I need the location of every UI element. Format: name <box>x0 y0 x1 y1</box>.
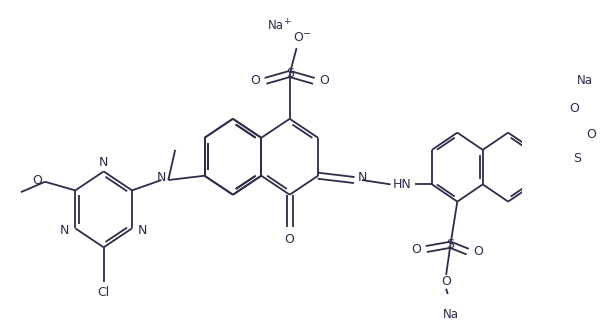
Text: O: O <box>586 128 597 141</box>
Text: O: O <box>250 74 260 87</box>
Text: N: N <box>60 224 70 238</box>
Text: −: − <box>303 29 311 39</box>
Text: Na: Na <box>267 19 283 32</box>
Text: O: O <box>319 74 329 87</box>
Text: Na: Na <box>577 74 594 87</box>
Text: O: O <box>33 173 42 187</box>
Text: O: O <box>569 102 579 115</box>
Text: O: O <box>411 242 421 256</box>
Text: O: O <box>285 233 295 246</box>
Text: Na: Na <box>442 308 459 321</box>
Text: N: N <box>99 156 108 169</box>
Text: O: O <box>293 31 303 44</box>
Text: O: O <box>473 245 483 258</box>
Text: HN: HN <box>393 178 412 191</box>
Text: S: S <box>446 238 454 251</box>
Text: +: + <box>283 17 290 26</box>
Text: S: S <box>573 152 581 165</box>
Text: O: O <box>441 275 451 288</box>
Text: Cl: Cl <box>97 286 110 299</box>
Text: S: S <box>286 67 293 81</box>
Text: N: N <box>157 171 166 184</box>
Text: N: N <box>358 171 367 184</box>
Text: N: N <box>138 224 147 238</box>
